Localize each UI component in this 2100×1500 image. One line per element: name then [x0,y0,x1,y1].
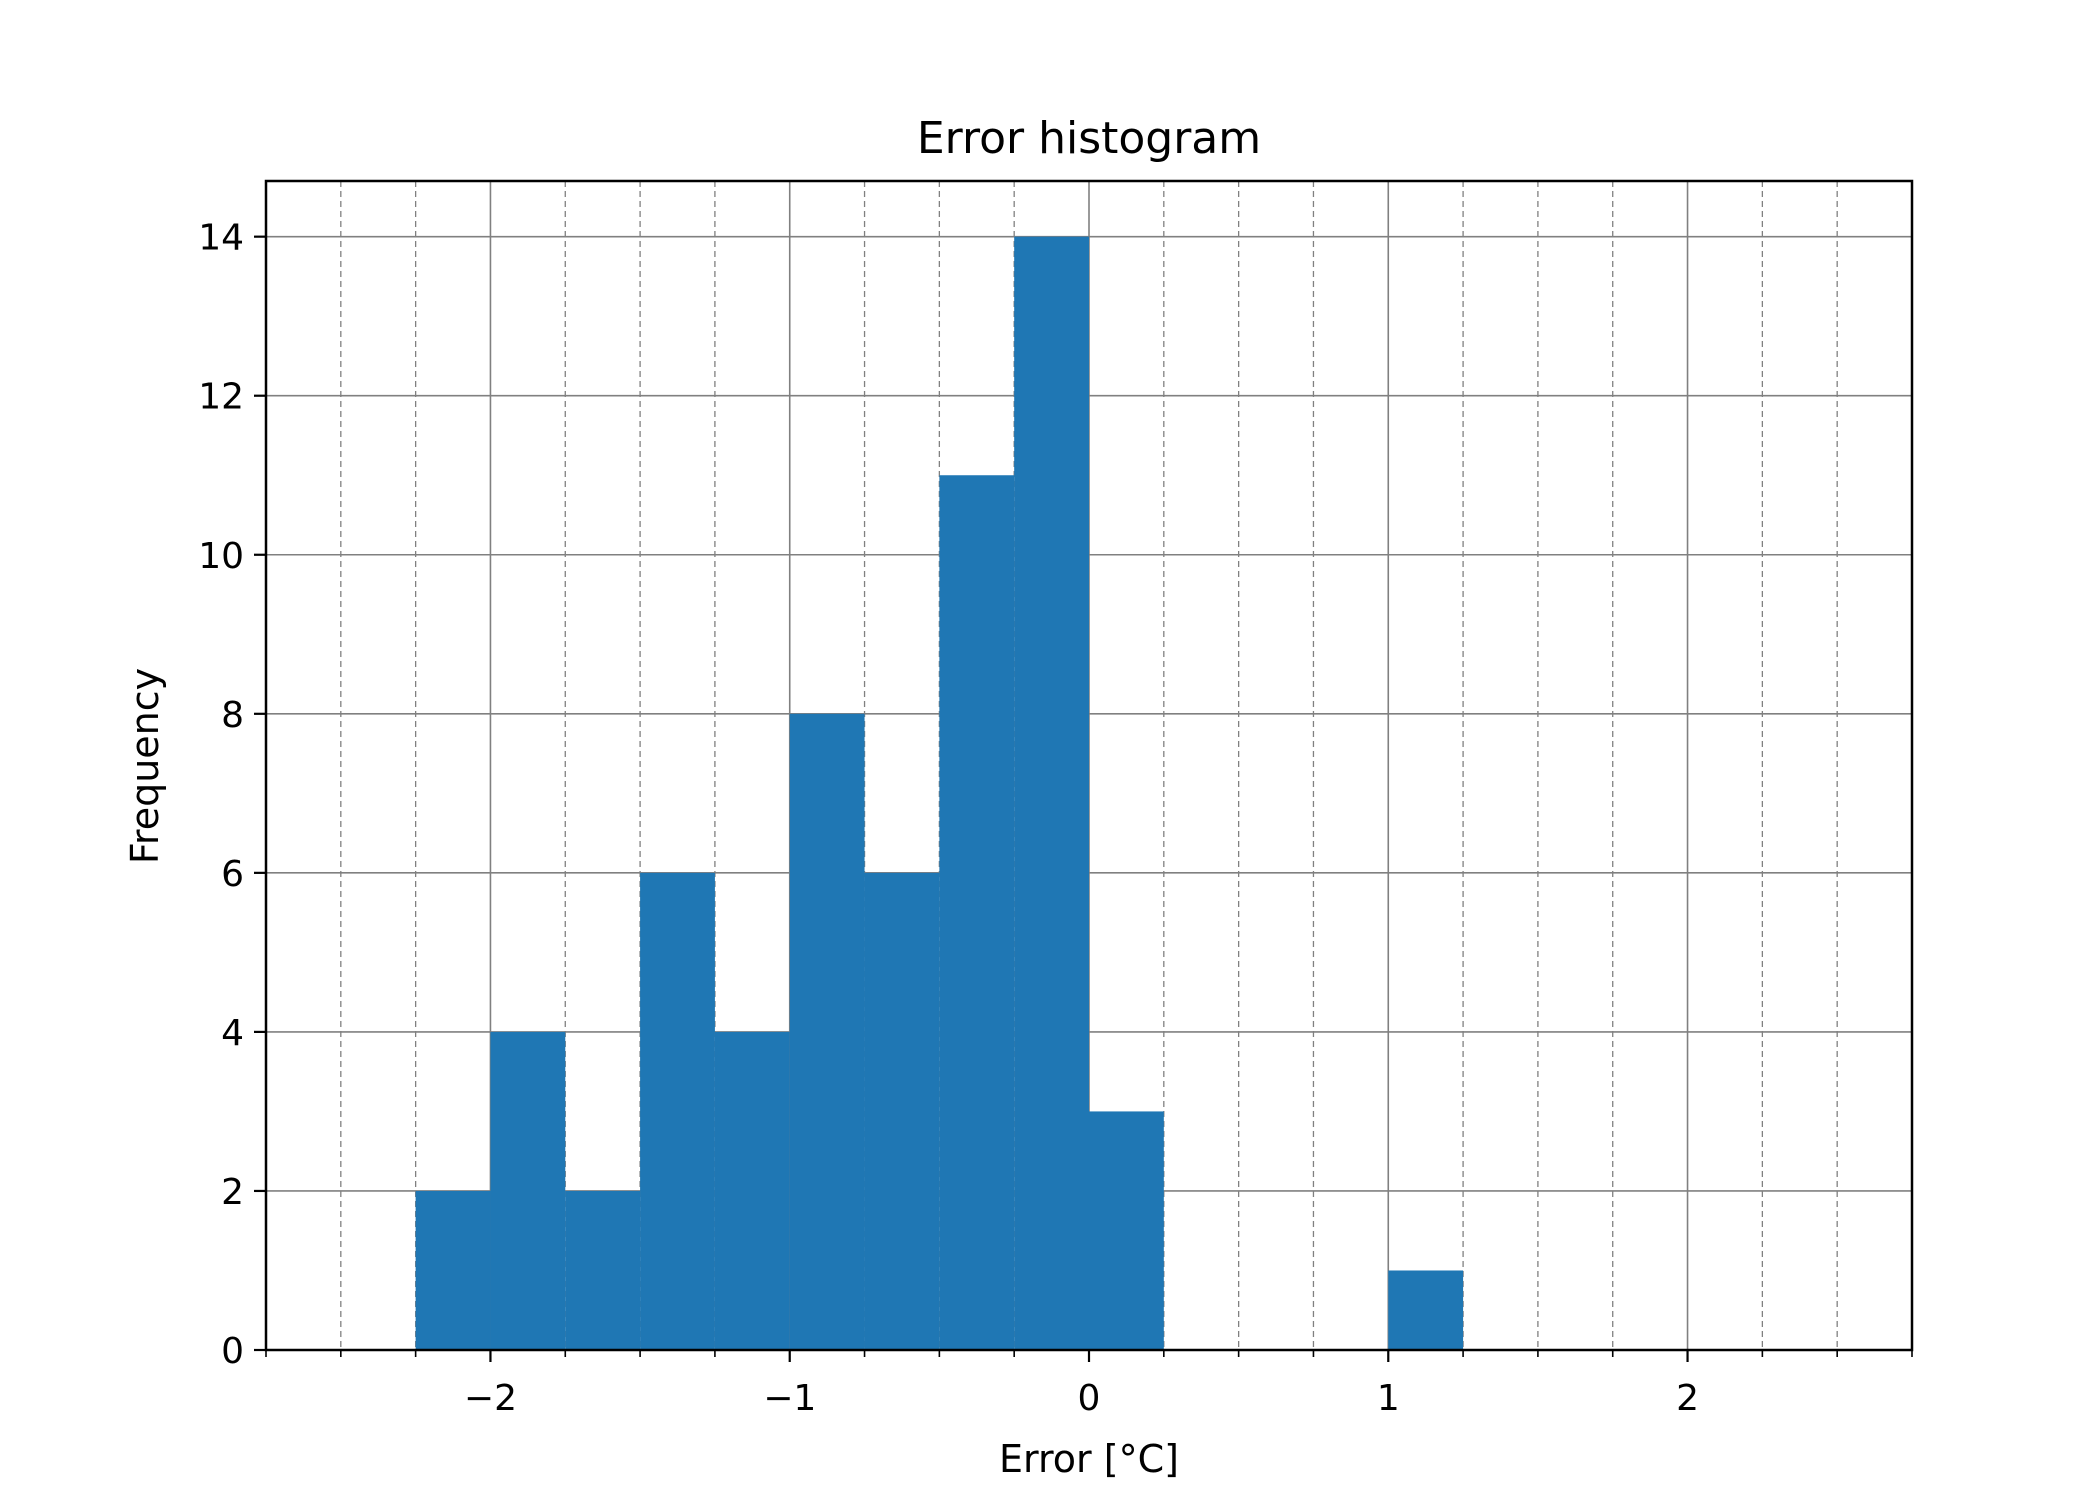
x-tick-label: 0 [1078,1378,1101,1419]
histogram-bar [415,1190,491,1350]
x-axis-label: Error [°C] [999,1437,1179,1481]
histogram-bar [1388,1270,1464,1350]
histogram-bar [565,1190,641,1350]
chart-title: Error histogram [917,113,1261,164]
histogram-bar [640,872,715,1350]
y-axis-label: Frequency [123,668,167,864]
y-tick-label: 4 [221,1013,244,1054]
histogram-bar [939,475,1015,1350]
histogram-bar [1089,1111,1164,1350]
histogram-bar [864,872,940,1350]
x-tick-label: −1 [763,1378,816,1419]
y-tick-label: 6 [221,854,244,895]
y-tick-label: 10 [198,536,244,577]
y-tick-label: 8 [221,695,244,736]
x-tick-label: 1 [1377,1378,1400,1419]
y-tick-label: 12 [198,377,244,418]
y-tick-label: 2 [221,1172,244,1213]
histogram-bar [789,713,865,1350]
bars [415,236,1464,1351]
histogram-bar [1014,236,1089,1351]
histogram-bar [490,1031,566,1350]
y-tick-label: 14 [198,218,244,259]
x-tick-label: −2 [464,1378,517,1419]
histogram-bar [714,1031,790,1350]
y-tick-label: 0 [221,1331,244,1372]
x-tick-label: 2 [1676,1378,1699,1419]
